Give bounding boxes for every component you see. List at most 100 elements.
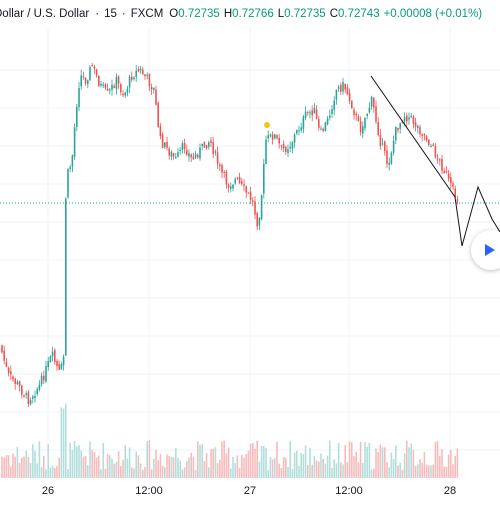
- volume-bar: [58, 457, 60, 478]
- symbol-name[interactable]: Dollar / U.S. Dollar: [0, 8, 90, 20]
- candle-body: [115, 77, 118, 89]
- trend-drawing-line[interactable]: [370, 75, 500, 247]
- volume-bar: [346, 462, 349, 478]
- candle-body: [43, 375, 45, 381]
- candle-body: [155, 89, 157, 105]
- candle-body: [346, 87, 349, 95]
- candle-body: [208, 142, 210, 147]
- candle-body: [412, 116, 415, 124]
- candle-body: [254, 201, 256, 215]
- volume-bar: [199, 444, 201, 478]
- candle-body: [188, 153, 190, 157]
- candle-body: [34, 395, 36, 399]
- candle-body: [337, 86, 340, 89]
- volume-bar: [397, 465, 399, 478]
- volume-bar: [159, 454, 162, 478]
- candle-body: [439, 159, 441, 161]
- volume-bar: [201, 443, 203, 478]
- volume-bar: [291, 469, 294, 478]
- volume-bar: [203, 461, 206, 478]
- volume-bar: [309, 447, 311, 478]
- candle-body: [399, 123, 401, 129]
- candle-body: [172, 153, 175, 157]
- volume-bar: [27, 456, 30, 478]
- volume-bar: [331, 468, 333, 478]
- time-axis-label: 26: [42, 485, 54, 497]
- candle-body: [166, 141, 168, 148]
- candle-body: [186, 150, 188, 155]
- candle-body: [54, 349, 56, 362]
- volume-bar: [408, 447, 410, 478]
- candle-body: [252, 200, 254, 202]
- volume-bar: [364, 442, 366, 478]
- candle-body: [302, 116, 305, 129]
- candle-body: [111, 84, 113, 90]
- candle-body: [373, 97, 375, 108]
- volume-bar: [172, 457, 175, 478]
- candle-body: [445, 171, 448, 173]
- volume-bar: [216, 463, 219, 478]
- volume-bar: [21, 457, 23, 478]
- volume-bar: [381, 447, 384, 478]
- volume-bar: [186, 460, 188, 478]
- volume-bar: [379, 444, 382, 478]
- replay-play-button[interactable]: [471, 230, 500, 270]
- candle-body: [454, 188, 456, 198]
- high-label: H: [223, 8, 233, 20]
- volume-bar: [401, 469, 404, 478]
- volume-bar: [278, 463, 280, 478]
- volume-bar: [73, 440, 76, 478]
- volume-bar: [10, 466, 12, 478]
- candle-body: [291, 142, 294, 149]
- volume-bar: [135, 451, 137, 478]
- candle-body: [344, 83, 346, 90]
- volume-bar: [373, 468, 375, 478]
- volume-bar: [76, 446, 78, 478]
- event-marker[interactable]: [264, 122, 270, 128]
- volume-bar: [102, 442, 104, 478]
- candle-body: [269, 134, 272, 136]
- candle-body: [293, 134, 296, 143]
- interval-label[interactable]: 15: [104, 8, 117, 20]
- candle-body: [351, 100, 353, 109]
- volume-bar: [311, 464, 313, 478]
- candle-body: [456, 199, 459, 202]
- volume-bar: [109, 455, 111, 478]
- candle-body: [190, 154, 192, 158]
- volume-bar: [210, 449, 212, 478]
- volume-bar: [144, 467, 146, 478]
- volume-bar: [406, 440, 408, 478]
- candle-body: [397, 127, 399, 131]
- symbol-legend[interactable]: Dollar / U.S. Dollar · 15 · FXCM O 0.7273…: [0, 0, 500, 28]
- candle-body: [276, 134, 278, 139]
- volume-bar: [326, 455, 329, 478]
- candle-body: [12, 376, 14, 380]
- candle-body: [320, 128, 322, 130]
- candle-body: [333, 100, 335, 110]
- candlesticks[interactable]: [1, 62, 459, 408]
- volume-bar: [34, 450, 36, 478]
- volume-bar: [423, 452, 426, 478]
- volume-bar: [421, 462, 423, 478]
- candle-body: [430, 145, 432, 147]
- candle-body: [89, 67, 91, 81]
- candle-body: [370, 96, 373, 107]
- close-label: C: [329, 8, 339, 20]
- candle-body: [159, 126, 162, 137]
- candle-body: [331, 109, 333, 114]
- candle-body: [82, 76, 85, 78]
- volume-bar: [104, 469, 107, 478]
- pattern-drawing[interactable]: [370, 75, 500, 247]
- volume-bar: [170, 457, 173, 478]
- candle-body: [289, 146, 291, 149]
- volume-bar: [293, 452, 296, 478]
- candle-body: [236, 177, 239, 179]
- volume-bar: [133, 468, 135, 478]
- volume-bar: [5, 455, 8, 478]
- candle-body: [100, 83, 102, 86]
- candle-body: [278, 137, 280, 144]
- candle-body: [434, 146, 437, 158]
- candle-body: [386, 150, 388, 164]
